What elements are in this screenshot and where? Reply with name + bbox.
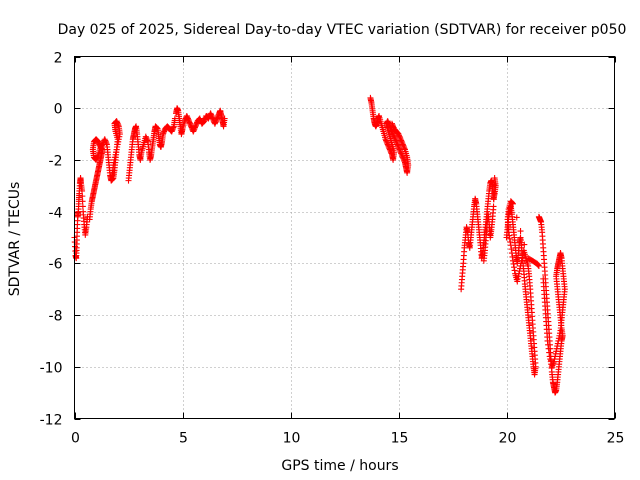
data-point-plus	[513, 214, 520, 221]
y-tick-label: -12	[40, 413, 63, 429]
plot-frame	[74, 56, 615, 419]
data-point-plus	[491, 182, 498, 189]
data-point-plus	[490, 196, 497, 203]
y-tick-label: -10	[40, 361, 63, 377]
data-point-plus	[521, 241, 528, 248]
data-point-plus	[79, 193, 86, 200]
data-point-plus	[491, 175, 498, 182]
x-tick-label: 0	[71, 431, 80, 447]
data-point-plus	[535, 262, 542, 269]
y-tick-label: -4	[49, 206, 63, 222]
y-tick-label: -6	[49, 257, 63, 273]
data-point-plus	[491, 189, 498, 196]
data-point-plus	[540, 275, 547, 282]
x-tick-label: 15	[391, 431, 409, 447]
data-point-plus	[221, 115, 228, 122]
y-axis-label: SDTVAR / TECUs	[7, 182, 23, 297]
data-point-plus	[509, 200, 516, 207]
data-point-plus	[480, 257, 487, 264]
x-tick-label: 25	[607, 431, 625, 447]
data-point-plus	[79, 198, 86, 205]
data-point-plus	[109, 172, 116, 179]
x-axis-label: GPS time / hours	[281, 458, 398, 474]
data-point-plus	[517, 228, 524, 235]
y-tick-label: -2	[49, 154, 63, 170]
y-tick-label: 0	[54, 102, 63, 118]
data-point-plus	[79, 187, 86, 194]
y-tick-label: 2	[54, 51, 63, 67]
data-point-plus	[389, 120, 396, 127]
y-tick-label: -8	[49, 309, 63, 325]
x-tick-label: 20	[499, 431, 517, 447]
data-points	[71, 94, 568, 396]
x-tick-label: 5	[179, 431, 188, 447]
chart-title: Day 025 of 2025, Sidereal Day-to-day VTE…	[58, 22, 627, 38]
data-point-plus	[79, 203, 86, 210]
x-tick-label: 10	[283, 431, 301, 447]
